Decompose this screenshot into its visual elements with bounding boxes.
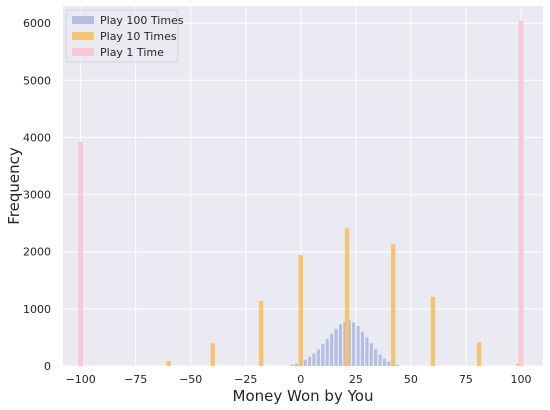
bar-series-1 [303, 359, 307, 366]
x-tick-label: 75 [459, 373, 473, 386]
bar-series-1 [360, 331, 364, 366]
x-tick-label: 25 [349, 373, 363, 386]
x-tick-label: −75 [124, 373, 147, 386]
bar-series-2 [210, 343, 215, 366]
legend-label: Play 1 Time [100, 46, 164, 59]
bar-series-1 [325, 339, 329, 366]
x-tick-labels: −100 −75 −50 −25 0 25 50 75 100 [66, 373, 532, 386]
bar-series-1 [321, 344, 325, 366]
legend-label: Play 10 Times [100, 30, 177, 43]
x-tick-label: −25 [234, 373, 257, 386]
bars-layer [78, 20, 524, 366]
bar-series-1 [356, 326, 360, 366]
bar-series-1 [338, 324, 342, 366]
legend-swatch [72, 48, 94, 56]
bar-series-2 [430, 296, 436, 366]
bar-series-2 [166, 360, 171, 366]
bar-series-2 [476, 342, 482, 366]
y-tick-label: 3000 [23, 189, 51, 202]
y-tick-label: 6000 [23, 17, 51, 30]
y-tick-labels: 0 1000 2000 3000 4000 5000 6000 [23, 17, 51, 373]
bar-series-3 [78, 142, 84, 366]
x-tick-label: −50 [179, 373, 202, 386]
bar-series-1 [330, 334, 334, 366]
legend-swatch [72, 32, 94, 40]
bar-series-1 [374, 348, 378, 366]
bar-series-1 [294, 363, 298, 366]
bar-series-1 [316, 349, 320, 366]
y-tick-label: 2000 [23, 246, 51, 259]
x-axis-label: Money Won by You [233, 387, 374, 405]
bar-series-1 [308, 356, 312, 366]
bar-series-2 [344, 228, 350, 366]
y-tick-label: 5000 [23, 74, 51, 87]
bar-series-1 [396, 364, 400, 366]
bar-series-1 [352, 322, 356, 366]
bar-series-3 [518, 20, 524, 366]
x-tick-label: 100 [510, 373, 531, 386]
y-axis-label: Frequency [5, 147, 23, 225]
x-tick-label: 0 [297, 373, 304, 386]
x-tick-label: −100 [66, 373, 96, 386]
bar-series-2 [298, 255, 303, 366]
legend-swatch [72, 16, 94, 24]
y-tick-label: 4000 [23, 131, 51, 144]
bar-series-1 [365, 337, 369, 366]
bar-series-1 [290, 364, 294, 366]
bar-series-2 [258, 300, 264, 366]
bar-series-1 [312, 353, 316, 366]
bar-series-1 [334, 328, 338, 366]
legend: Play 100 Times Play 10 Times Play 1 Time [65, 9, 184, 63]
y-tick-label: 1000 [23, 303, 51, 316]
bar-series-1 [382, 358, 387, 366]
bar-series-1 [378, 354, 382, 366]
x-tick-label: 50 [404, 373, 418, 386]
bar-series-1 [369, 343, 373, 366]
bar-series-1 [387, 361, 391, 366]
y-tick-label: 0 [44, 360, 51, 373]
bar-series-2 [391, 244, 396, 366]
legend-label: Play 100 Times [100, 14, 184, 27]
